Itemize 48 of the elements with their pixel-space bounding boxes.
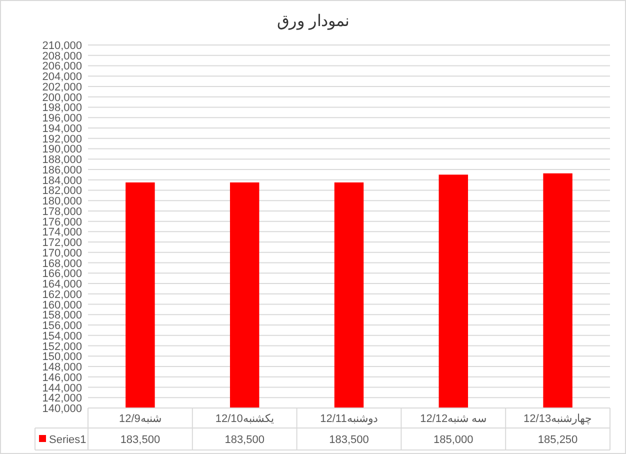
y-tick-label: 204,000 xyxy=(42,71,82,84)
y-tick-label: 150,000 xyxy=(42,351,82,364)
y-tick-label: 142,000 xyxy=(42,392,82,405)
y-tick-label: 140,000 xyxy=(42,403,82,415)
y-tick-label: 164,000 xyxy=(42,278,82,291)
y-tick-label: 180,000 xyxy=(42,196,82,208)
y-tick-label: 170,000 xyxy=(42,247,82,260)
x-tick-label: 12/13چهارشنبه xyxy=(524,413,592,425)
y-tick-label: 162,000 xyxy=(42,288,82,301)
y-tick-label: 208,000 xyxy=(42,50,82,62)
data-label: 183,500 xyxy=(120,434,160,446)
y-tick-label: 198,000 xyxy=(42,102,82,114)
chart-title: نمودار ورق xyxy=(276,13,350,30)
y-tick-label: 172,000 xyxy=(42,237,82,250)
data-label: 183,500 xyxy=(224,434,264,446)
y-tick-label: 186,000 xyxy=(42,164,82,176)
y-tick-label: 192,000 xyxy=(42,133,82,146)
legend-label: Series1 xyxy=(49,434,86,446)
y-tick-label: 194,000 xyxy=(42,122,82,135)
x-tick-label: 12/9شنبه xyxy=(118,413,162,425)
y-tick-label: 174,000 xyxy=(42,226,82,239)
x-tick-label: 12/12سه شنبه xyxy=(420,413,487,425)
y-tick-label: 176,000 xyxy=(42,216,82,228)
x-tick-label: 12/11دوشنبه xyxy=(320,413,378,425)
data-label: 185,000 xyxy=(434,434,474,446)
y-tick-label: 178,000 xyxy=(42,206,82,218)
y-tick-label: 146,000 xyxy=(42,372,82,384)
y-tick-label: 144,000 xyxy=(42,382,82,394)
y-tick-label: 188,000 xyxy=(42,154,82,166)
y-tick-label: 184,000 xyxy=(42,174,82,187)
data-label: 183,500 xyxy=(329,434,369,446)
y-tick-label: 166,000 xyxy=(42,268,82,280)
y-tick-label: 202,000 xyxy=(42,81,82,94)
y-tick-label: 154,000 xyxy=(42,330,82,342)
y-tick-label: 206,000 xyxy=(42,60,82,73)
y-tick-label: 210,000 xyxy=(42,40,82,52)
y-tick-label: 156,000 xyxy=(42,320,82,332)
x-tick-label: 12/10یکشنبه xyxy=(215,413,274,425)
y-tick-label: 168,000 xyxy=(42,258,82,270)
data-label: 185,250 xyxy=(538,434,578,446)
y-tick-label: 200,000 xyxy=(42,92,82,104)
y-tick-label: 182,000 xyxy=(42,185,82,198)
y-tick-label: 196,000 xyxy=(42,112,82,125)
y-tick-label: 158,000 xyxy=(42,310,82,322)
y-tick-label: 160,000 xyxy=(42,299,82,312)
y-tick-label: 152,000 xyxy=(42,340,82,353)
y-tick-label: 190,000 xyxy=(42,144,82,156)
y-tick-label: 148,000 xyxy=(42,362,82,374)
